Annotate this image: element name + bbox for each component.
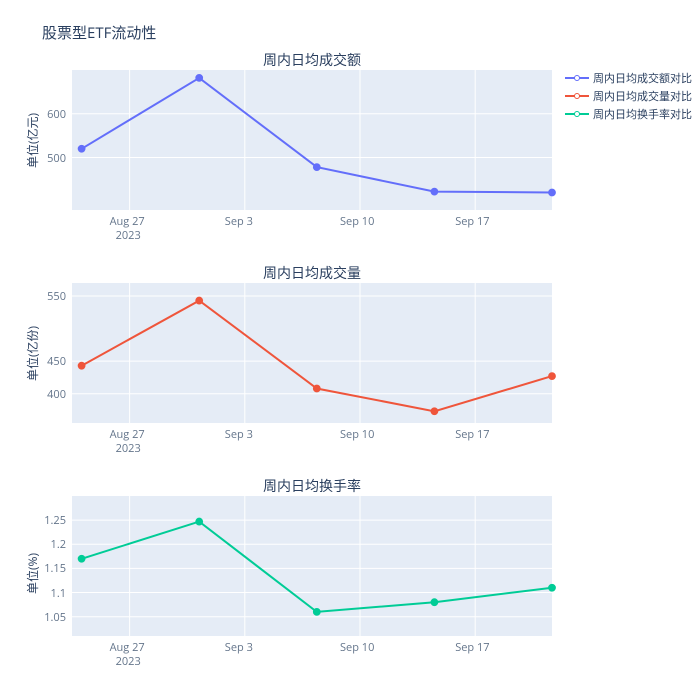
- subplot-title: 周内日均成交量: [72, 263, 552, 283]
- y-tick: 1.15: [44, 561, 66, 576]
- y-tick: 1.25: [44, 513, 66, 528]
- x-tick: Sep 3: [225, 640, 253, 655]
- x-tick: Sep 10: [340, 640, 374, 655]
- x-tick: Sep 17: [455, 640, 489, 655]
- chart-panel: [72, 496, 552, 636]
- x-tick: Sep 3: [225, 214, 253, 229]
- legend-label: 周内日均换手率对比: [593, 106, 692, 122]
- legend-label: 周内日均成交量对比: [593, 88, 692, 104]
- x-tick: Sep 17: [455, 214, 489, 229]
- x-tick: Aug 27: [110, 427, 145, 442]
- y-tick: 600: [47, 107, 66, 122]
- x-tick-sub: 2023: [116, 228, 141, 243]
- y-axis-label: 单位(亿元): [24, 113, 41, 168]
- line-chart: [72, 283, 552, 423]
- legend-item[interactable]: 周内日均成交量对比: [565, 88, 692, 104]
- y-tick: 550: [47, 289, 66, 304]
- x-tick: Sep 10: [340, 427, 374, 442]
- y-axis-label: 单位(%): [24, 553, 41, 594]
- x-tick: Aug 27: [110, 214, 145, 229]
- y-tick: 1.1: [51, 586, 66, 601]
- chart-panel: [72, 70, 552, 210]
- y-tick: 400: [47, 387, 66, 402]
- x-tick-sub: 2023: [116, 654, 141, 669]
- line-chart: [72, 496, 552, 636]
- y-tick: 1.05: [44, 610, 66, 625]
- legend-item[interactable]: 周内日均换手率对比: [565, 106, 692, 122]
- subplot-title: 周内日均成交额: [72, 50, 552, 70]
- y-axis-label: 单位(亿份): [24, 326, 41, 381]
- y-tick: 500: [47, 151, 66, 166]
- x-tick: Sep 10: [340, 214, 374, 229]
- x-tick-sub: 2023: [116, 441, 141, 456]
- line-chart: [72, 70, 552, 210]
- legend-label: 周内日均成交额对比: [593, 70, 692, 86]
- x-tick: Aug 27: [110, 640, 145, 655]
- page-title: 股票型ETF流动性: [42, 22, 156, 43]
- x-tick: Sep 17: [455, 427, 489, 442]
- chart-panel: [72, 283, 552, 423]
- legend: 周内日均成交额对比周内日均成交量对比周内日均换手率对比: [565, 70, 692, 124]
- y-tick: 450: [47, 354, 66, 369]
- y-tick: 1.2: [51, 537, 66, 552]
- legend-item[interactable]: 周内日均成交额对比: [565, 70, 692, 86]
- subplot-title: 周内日均换手率: [72, 476, 552, 496]
- x-tick: Sep 3: [225, 427, 253, 442]
